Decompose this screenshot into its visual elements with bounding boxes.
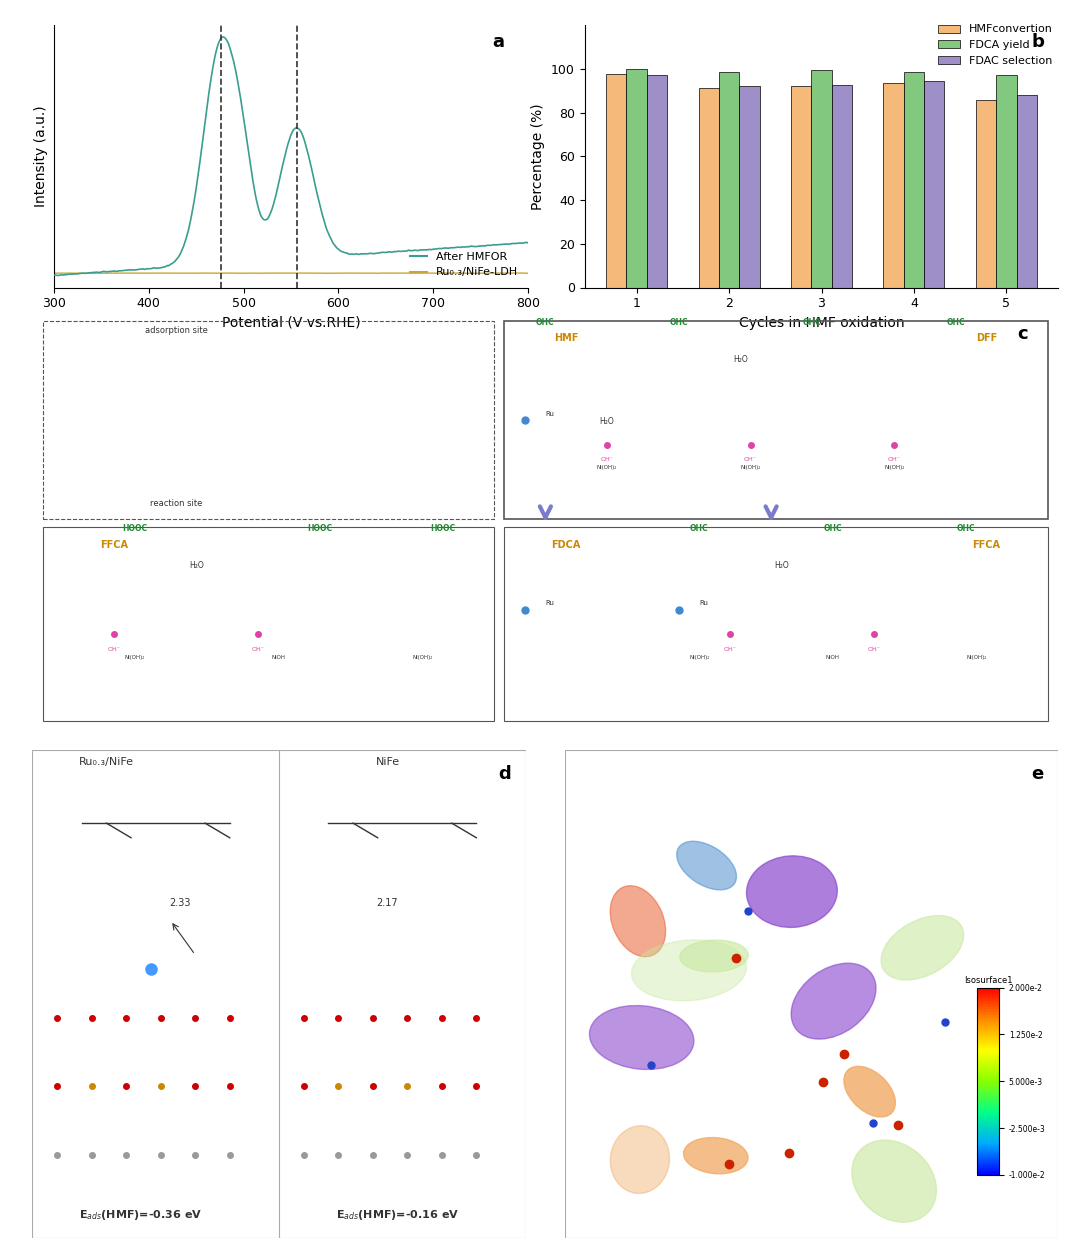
Text: HOOC: HOOC [122, 524, 148, 532]
Text: OH⁻: OH⁻ [600, 458, 613, 462]
Bar [904, 72, 924, 288]
Text: Ni(OH)₂: Ni(OH)₂ [741, 465, 760, 470]
Text: b: b [1031, 32, 1044, 51]
Bar [647, 75, 667, 288]
Text: c: c [1017, 325, 1028, 342]
Text: NiOH: NiOH [826, 655, 839, 660]
Text: Ni(OH)₂: Ni(OH)₂ [597, 465, 617, 470]
Title: Isosurface1: Isosurface1 [964, 976, 1012, 985]
Text: Ru: Ru [700, 600, 708, 606]
Text: FFCA: FFCA [973, 540, 1000, 550]
Text: E$_{ads}$(HMF)=-0.16 eV: E$_{ads}$(HMF)=-0.16 eV [336, 1208, 459, 1222]
Bar [504, 321, 1048, 519]
Text: OHC: OHC [690, 524, 708, 532]
Ellipse shape [610, 886, 665, 956]
Ellipse shape [792, 964, 876, 1039]
Y-axis label: Percentage (%): Percentage (%) [531, 102, 545, 210]
Ellipse shape [684, 1138, 748, 1174]
Bar [1016, 95, 1037, 288]
Text: 2.17: 2.17 [377, 898, 399, 908]
Bar [976, 100, 996, 288]
Text: E$_{ads}$(HMF)=-0.36 eV: E$_{ads}$(HMF)=-0.36 eV [79, 1208, 203, 1222]
Text: a: a [492, 32, 504, 51]
Bar [606, 74, 626, 288]
Text: Ru: Ru [545, 600, 554, 606]
Bar [43, 528, 495, 721]
Text: FDCA: FDCA [551, 540, 581, 550]
Ellipse shape [590, 1005, 693, 1070]
Text: Ni(OH)₂: Ni(OH)₂ [967, 655, 986, 660]
Bar [996, 75, 1016, 288]
Text: NiOH: NiOH [272, 655, 285, 660]
Ellipse shape [746, 856, 837, 928]
Text: Ni(OH)₂: Ni(OH)₂ [689, 655, 710, 660]
Text: OH⁻: OH⁻ [744, 458, 757, 462]
Ellipse shape [881, 915, 963, 980]
Bar [924, 81, 944, 288]
X-axis label: Cycles in HMF oxidation: Cycles in HMF oxidation [739, 316, 904, 330]
Text: H₂O: H₂O [774, 561, 788, 570]
Text: OH⁻: OH⁻ [867, 646, 880, 651]
Text: DFF: DFF [976, 334, 997, 344]
Text: OH⁻: OH⁻ [108, 646, 121, 651]
Bar [883, 82, 904, 288]
Bar [811, 70, 832, 288]
Text: adsorption site: adsorption site [145, 326, 207, 335]
Text: 2.33: 2.33 [170, 898, 191, 908]
Y-axis label: Intensity (a.u.): Intensity (a.u.) [35, 105, 49, 208]
Text: HMF: HMF [554, 334, 578, 344]
Bar [791, 86, 811, 288]
Text: reaction site: reaction site [150, 499, 202, 509]
Text: OH⁻: OH⁻ [888, 458, 901, 462]
Ellipse shape [843, 1066, 895, 1118]
Text: Ni(OH)₂: Ni(OH)₂ [413, 655, 432, 660]
Text: FFCA: FFCA [100, 540, 129, 550]
Text: NiFe: NiFe [376, 756, 400, 766]
Bar [739, 86, 759, 288]
Text: OHC: OHC [946, 318, 966, 326]
Text: OHC: OHC [802, 318, 822, 326]
Ellipse shape [852, 1140, 936, 1222]
Text: Ru: Ru [545, 410, 554, 416]
Bar [504, 528, 1048, 721]
Text: OH⁻: OH⁻ [252, 646, 265, 651]
Legend: After HMFOR, Ru₀.₃/NiFe-LDH: After HMFOR, Ru₀.₃/NiFe-LDH [406, 248, 523, 282]
Text: OHC: OHC [957, 524, 975, 532]
Text: e: e [1031, 765, 1043, 782]
Bar [43, 321, 495, 519]
Text: OHC: OHC [670, 318, 688, 326]
Text: Ni(OH)₂: Ni(OH)₂ [885, 465, 904, 470]
Text: H₂O: H₂O [189, 561, 204, 570]
Text: OH⁻: OH⁻ [724, 646, 737, 651]
Ellipse shape [610, 1126, 670, 1194]
Ellipse shape [632, 940, 746, 1001]
Bar [699, 89, 719, 288]
Text: H₂O: H₂O [599, 418, 615, 426]
Text: Ru₀.₃/NiFe: Ru₀.₃/NiFe [79, 756, 134, 766]
Text: d: d [498, 765, 511, 782]
Ellipse shape [679, 940, 748, 972]
Text: OHC: OHC [823, 524, 842, 532]
Text: H₂O: H₂O [733, 355, 747, 364]
Text: OHC: OHC [536, 318, 555, 326]
Text: Ni(OH)₂: Ni(OH)₂ [125, 655, 145, 660]
Text: HOOC: HOOC [307, 524, 333, 532]
Bar [719, 72, 739, 288]
Bar [832, 85, 852, 288]
Text: HOOC: HOOC [430, 524, 456, 532]
X-axis label: Potential (V vs.RHE): Potential (V vs.RHE) [221, 316, 361, 330]
Ellipse shape [677, 841, 737, 890]
Bar [626, 69, 647, 288]
Legend: HMFconvertion, FDCA yield, FDAC selection: HMFconvertion, FDCA yield, FDAC selectio… [934, 20, 1057, 70]
